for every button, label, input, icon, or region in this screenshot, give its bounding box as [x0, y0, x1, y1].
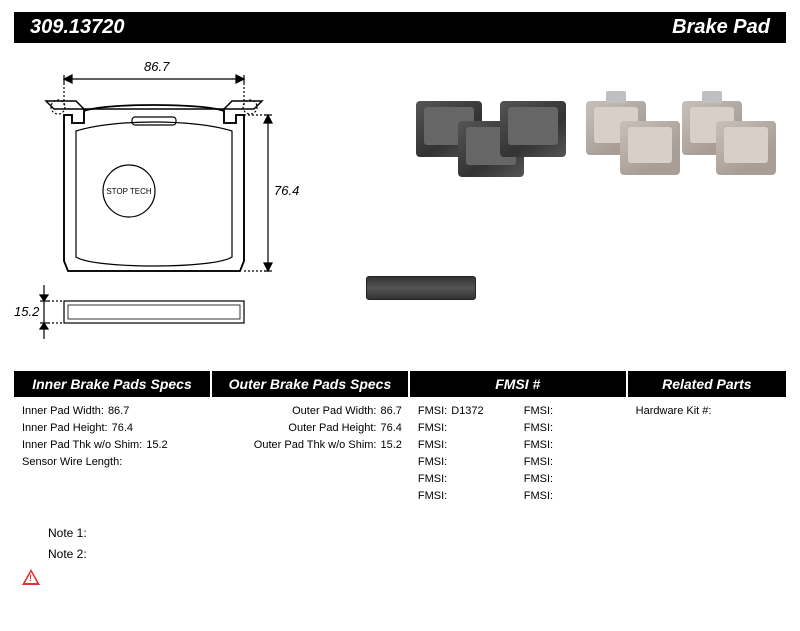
fmsi-row: FMSI:D1372: [418, 403, 514, 420]
related-parts-header: Related Parts: [628, 371, 786, 397]
product-photo-edge: [366, 276, 476, 300]
product-photo-set-light: [586, 83, 776, 193]
related-parts-column: Related Parts Hardware Kit #:: [628, 371, 786, 513]
fmsi-row: FMSI:: [524, 437, 620, 454]
product-photo-set-dark: [416, 91, 566, 191]
fmsi-row: FMSI:: [524, 420, 620, 437]
fmsi-row: FMSI:: [524, 454, 620, 471]
fmsi-row: FMSI:: [418, 471, 514, 488]
spec-row: Sensor Wire Length:: [22, 454, 204, 471]
spec-row: Inner Pad Height:76.4: [22, 420, 204, 437]
fmsi-row: FMSI:: [418, 437, 514, 454]
fmsi-row: FMSI:: [524, 403, 620, 420]
spec-row: Outer Pad Height:76.4: [220, 420, 402, 437]
fmsi-column: FMSI # FMSI:D1372 FMSI: FMSI: FMSI: FMSI…: [410, 371, 628, 513]
spec-row: Inner Pad Thk w/o Shim:15.2: [22, 437, 204, 454]
svg-text:STOP TECH: STOP TECH: [106, 187, 152, 196]
specs-table: Inner Brake Pads Specs Inner Pad Width:8…: [14, 371, 786, 513]
outer-specs-header: Outer Brake Pads Specs: [212, 371, 410, 397]
spec-row: Outer Pad Width:86.7: [220, 403, 402, 420]
diagram-area: STOP TECH 86.7 76.: [14, 51, 786, 371]
thickness-dimension: 15.2: [14, 304, 39, 319]
inner-specs-column: Inner Brake Pads Specs Inner Pad Width:8…: [14, 371, 212, 513]
technical-drawing: STOP TECH 86.7 76.: [24, 61, 284, 366]
related-row: Hardware Kit #:: [636, 403, 778, 420]
part-type: Brake Pad: [672, 16, 770, 39]
note-1: Note 1:: [48, 523, 786, 543]
fmsi-row: FMSI:: [418, 454, 514, 471]
height-dimension: 76.4: [274, 183, 299, 198]
spec-row: Inner Pad Width:86.7: [22, 403, 204, 420]
header-bar: 309.13720 Brake Pad: [14, 12, 786, 43]
spec-row: Outer Pad Thk w/o Shim:15.2: [220, 437, 402, 454]
notes-section: Note 1: Note 2:: [48, 523, 786, 564]
fmsi-row: FMSI:: [418, 420, 514, 437]
fmsi-row: FMSI:: [418, 488, 514, 505]
note-2: Note 2:: [48, 544, 786, 564]
fmsi-row: FMSI:: [524, 471, 620, 488]
pad-line-drawing: STOP TECH: [24, 61, 284, 361]
fmsi-header: FMSI #: [410, 371, 628, 397]
warning-icon: [22, 569, 40, 585]
width-dimension: 86.7: [144, 59, 169, 74]
fmsi-row: FMSI:: [524, 488, 620, 505]
outer-specs-column: Outer Brake Pads Specs Outer Pad Width:8…: [212, 371, 410, 513]
part-number: 309.13720: [30, 16, 125, 39]
inner-specs-header: Inner Brake Pads Specs: [14, 371, 212, 397]
